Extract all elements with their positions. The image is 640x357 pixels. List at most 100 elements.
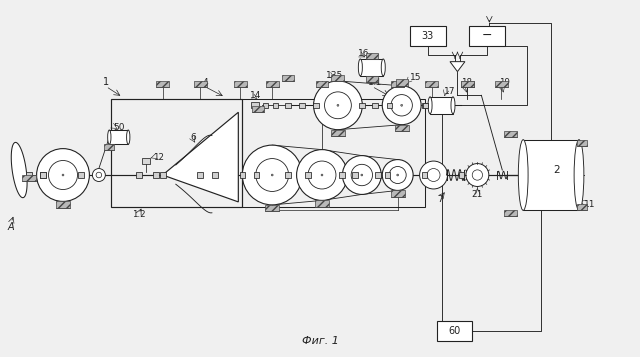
Ellipse shape [428,97,432,114]
Text: 33: 33 [422,31,434,41]
Circle shape [351,164,372,186]
Text: 16: 16 [358,49,369,58]
Bar [212,172,218,178]
Bar [239,172,245,178]
Bar [577,204,587,210]
Text: 1.1: 1.1 [368,79,382,87]
Text: 15: 15 [410,73,421,82]
Bar [300,102,305,108]
Circle shape [321,174,323,176]
Bar [366,53,378,59]
Bar [104,144,115,150]
Bar [332,75,344,81]
Bar [391,190,404,197]
Polygon shape [163,112,238,202]
Ellipse shape [108,130,111,144]
Bar [282,75,294,81]
Bar [285,102,291,108]
Bar [524,140,579,210]
Bar [194,81,207,87]
Text: 2: 2 [553,165,560,175]
Bar [461,81,474,87]
Text: 50: 50 [113,123,124,132]
Ellipse shape [127,130,130,144]
Bar [313,102,319,108]
Bar [263,103,268,108]
Circle shape [397,174,399,176]
Bar [252,106,264,112]
Bar [253,172,259,178]
Bar [78,172,84,178]
Bar [109,130,128,144]
Bar [352,172,358,178]
Text: 18: 18 [461,78,472,87]
Circle shape [382,160,413,190]
Bar [360,59,383,76]
Bar [504,131,516,137]
Bar [375,172,381,178]
Bar [469,26,505,46]
Circle shape [427,169,440,181]
Text: 60: 60 [449,326,461,336]
Polygon shape [12,142,27,198]
Bar [391,81,404,87]
Circle shape [382,86,421,125]
Ellipse shape [358,59,362,76]
Bar [410,26,445,46]
Circle shape [36,149,90,201]
Bar [396,80,408,86]
Bar [359,102,365,108]
Bar [153,172,159,178]
Bar [459,172,464,178]
Bar [387,102,392,108]
Bar [252,102,259,109]
Bar [111,99,243,207]
Circle shape [96,172,102,178]
Bar [285,172,291,178]
Circle shape [420,161,447,189]
Ellipse shape [574,140,584,210]
Text: 21: 21 [472,190,483,200]
Bar [136,172,141,178]
Circle shape [62,174,64,176]
Text: 6: 6 [191,133,196,142]
Text: 17: 17 [444,87,455,96]
Circle shape [324,92,351,119]
Bar [198,172,204,178]
Bar [577,140,587,146]
Circle shape [401,104,403,106]
Bar [40,172,46,178]
Bar [366,76,378,82]
Ellipse shape [451,97,455,114]
Text: 135: 135 [326,71,343,80]
Bar [305,172,311,178]
Circle shape [308,161,336,189]
Text: 4: 4 [202,79,208,87]
Text: 1: 1 [103,77,109,87]
Circle shape [391,95,412,116]
Text: 19: 19 [499,78,510,87]
Circle shape [337,104,339,106]
Text: 11: 11 [584,200,595,210]
Circle shape [314,81,362,130]
Bar [422,103,428,108]
Circle shape [466,164,489,186]
Ellipse shape [381,59,385,76]
Polygon shape [450,62,465,72]
Text: 7: 7 [438,195,444,205]
Ellipse shape [518,140,528,210]
Bar [234,81,247,87]
Bar [372,102,378,108]
Bar [22,175,36,181]
Bar [425,81,438,87]
Bar [243,99,424,207]
Bar [315,200,329,207]
Bar [430,97,453,114]
Text: 12: 12 [153,152,164,162]
Bar [436,321,472,341]
Text: 1.2: 1.2 [132,210,145,219]
Circle shape [296,150,348,200]
Bar [495,81,508,87]
Bar [273,103,278,108]
Bar [156,81,169,87]
